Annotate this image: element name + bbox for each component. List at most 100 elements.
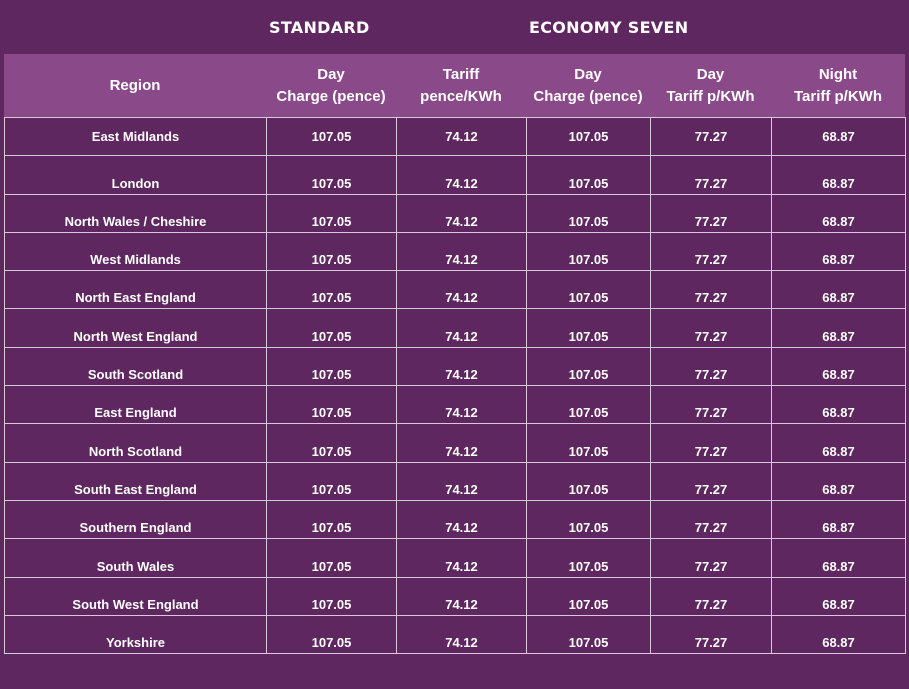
header-label-line1: Tariff [442,65,480,83]
cell-economy-night-tariff: 68.87 [771,423,906,463]
table-row: East England 107.05 74.12 107.05 77.27 6… [4,385,906,425]
cell-economy-night-tariff: 68.87 [771,231,906,272]
header-label-line2: Tariff p/KWh [666,87,755,105]
cell-region: North Scotland [4,423,267,463]
cell-standard-day-charge: 107.05 [266,499,397,540]
cell-economy-night-tariff: 68.87 [771,385,906,425]
cell-economy-day-tariff: 77.27 [650,538,772,578]
header-label-line2: Tariff p/KWh [793,87,883,105]
cell-region: South East England [4,461,267,501]
cell-economy-night-tariff: 68.87 [771,193,906,233]
cell-region: North Wales / Cheshire [4,193,267,233]
cell-standard-day-charge: 107.05 [266,538,397,578]
cell-standard-day-charge: 107.05 [266,576,397,616]
cell-economy-day-charge: 107.05 [526,461,651,501]
cell-economy-day-tariff: 77.27 [650,270,772,310]
cell-economy-night-tariff: 68.87 [771,499,906,540]
cell-economy-day-tariff: 77.27 [650,423,772,463]
header-economy-day-tariff: Day Tariff p/KWh [650,54,771,117]
cell-standard-day-charge: 107.05 [266,155,397,195]
cell-standard-tariff: 74.12 [396,614,527,655]
header-label-line2: Charge (pence) [533,87,643,105]
cell-standard-tariff: 74.12 [396,538,527,578]
cell-region: North East England [4,270,267,310]
cell-region: East Midlands [4,116,267,157]
table-row: Yorkshire 107.05 74.12 107.05 77.27 68.8… [4,614,906,655]
cell-economy-day-tariff: 77.27 [650,614,772,655]
cell-standard-tariff: 74.12 [396,576,527,616]
group-title-economy-seven: ECONOMY SEVEN [529,18,689,37]
table-row: South West England 107.05 74.12 107.05 7… [4,576,906,616]
header-standard-day-charge: Day Charge (pence) [266,54,396,117]
group-title-standard: STANDARD [269,18,370,37]
cell-economy-day-tariff: 77.27 [650,308,772,348]
cell-region: South Scotland [4,346,267,387]
cell-economy-day-charge: 107.05 [526,270,651,310]
cell-standard-day-charge: 107.05 [266,308,397,348]
cell-economy-night-tariff: 68.87 [771,461,906,501]
cell-economy-day-tariff: 77.27 [650,385,772,425]
cell-standard-day-charge: 107.05 [266,385,397,425]
cell-standard-day-charge: 107.05 [266,346,397,387]
cell-economy-day-tariff: 77.27 [650,346,772,387]
cell-region: North West England [4,308,267,348]
cell-standard-tariff: 74.12 [396,270,527,310]
cell-standard-tariff: 74.12 [396,308,527,348]
cell-economy-day-charge: 107.05 [526,193,651,233]
header-label-line1: Night [818,65,858,83]
cell-standard-day-charge: 107.05 [266,116,397,157]
cell-economy-night-tariff: 68.87 [771,576,906,616]
header-label-line2: pence/KWh [420,87,502,105]
cell-economy-night-tariff: 68.87 [771,116,906,157]
cell-region: Southern England [4,499,267,540]
cell-standard-day-charge: 107.05 [266,231,397,272]
tariff-table: East Midlands 107.05 74.12 107.05 77.27 … [4,116,906,655]
cell-economy-night-tariff: 68.87 [771,270,906,310]
table-row: North West England 107.05 74.12 107.05 7… [4,308,906,348]
cell-economy-day-charge: 107.05 [526,155,651,195]
cell-economy-night-tariff: 68.87 [771,308,906,348]
table-row: North East England 107.05 74.12 107.05 7… [4,270,906,310]
cell-standard-day-charge: 107.05 [266,614,397,655]
cell-region: South West England [4,576,267,616]
cell-standard-tariff: 74.12 [396,499,527,540]
cell-economy-day-tariff: 77.27 [650,576,772,616]
cell-economy-night-tariff: 68.87 [771,614,906,655]
header-economy-day-charge: Day Charge (pence) [526,54,650,117]
header-economy-night-tariff: Night Tariff p/KWh [771,54,905,117]
cell-standard-tariff: 74.12 [396,385,527,425]
cell-economy-day-charge: 107.05 [526,538,651,578]
cell-economy-night-tariff: 68.87 [771,155,906,195]
cell-economy-day-tariff: 77.27 [650,193,772,233]
cell-standard-tariff: 74.12 [396,461,527,501]
cell-economy-day-charge: 107.05 [526,499,651,540]
cell-economy-day-tariff: 77.27 [650,499,772,540]
cell-standard-day-charge: 107.05 [266,423,397,463]
cell-standard-day-charge: 107.05 [266,193,397,233]
cell-region: East England [4,385,267,425]
header-region: Region [4,54,266,117]
cell-economy-day-tariff: 77.27 [650,116,772,157]
table-row: East Midlands 107.05 74.12 107.05 77.27 … [4,116,906,157]
table-row: South Wales 107.05 74.12 107.05 77.27 68… [4,538,906,578]
cell-standard-tariff: 74.12 [396,116,527,157]
cell-region: Yorkshire [4,614,267,655]
cell-economy-day-charge: 107.05 [526,346,651,387]
table-row: Southern England 107.05 74.12 107.05 77.… [4,499,906,540]
cell-standard-tariff: 74.12 [396,346,527,387]
header-label-line1: Day [574,65,602,83]
tariff-table-body: East Midlands 107.05 74.12 107.05 77.27 … [4,116,906,655]
table-row: London 107.05 74.12 107.05 77.27 68.87 [4,155,906,195]
cell-region: South Wales [4,538,267,578]
header-label-line2: Charge (pence) [276,87,386,105]
cell-economy-day-charge: 107.05 [526,423,651,463]
table-row: North Scotland 107.05 74.12 107.05 77.27… [4,423,906,463]
cell-region: London [4,155,267,195]
header-label-line1: Day [696,65,725,83]
cell-economy-day-charge: 107.05 [526,576,651,616]
table-row: South Scotland 107.05 74.12 107.05 77.27… [4,346,906,387]
cell-economy-day-charge: 107.05 [526,385,651,425]
cell-economy-day-tariff: 77.27 [650,155,772,195]
cell-standard-tariff: 74.12 [396,423,527,463]
cell-economy-night-tariff: 68.87 [771,346,906,387]
